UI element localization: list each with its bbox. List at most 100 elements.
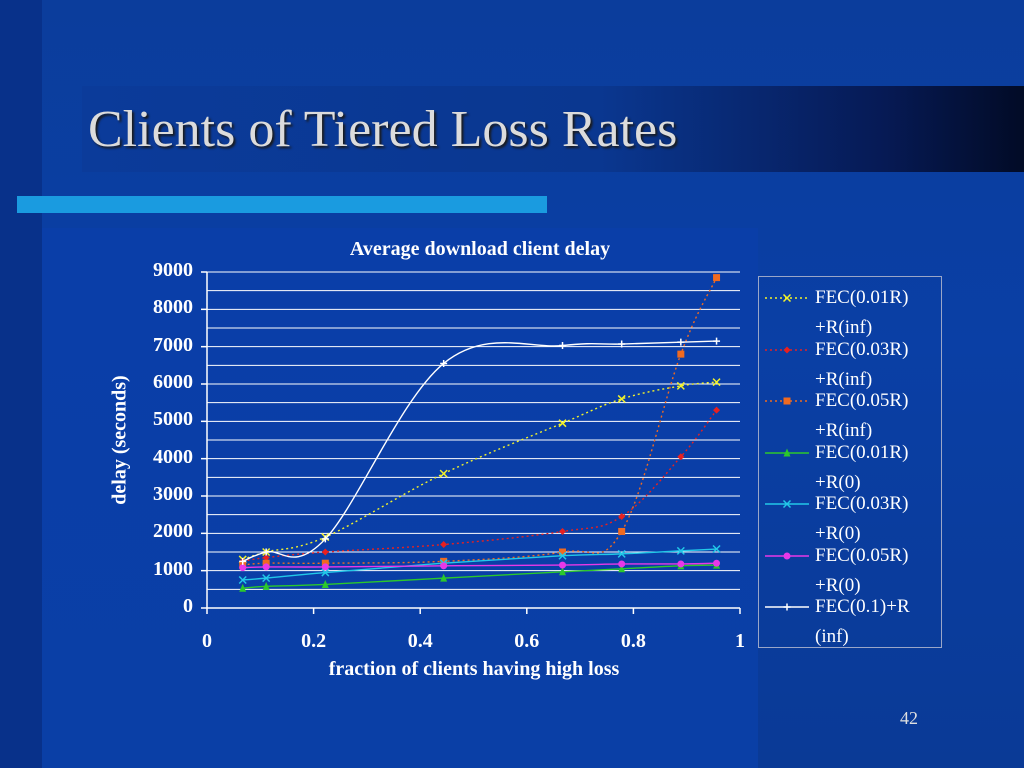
legend-swatch [765, 448, 809, 456]
series-2 [239, 406, 721, 565]
data-point [321, 548, 329, 556]
legend-label-line: FEC(0.03R) [815, 338, 909, 360]
x-tick-label: 0 [202, 630, 212, 652]
legend-label: FEC(0.05R) +R(inf) [815, 386, 943, 446]
legend-label-line: +R(0) [815, 471, 861, 493]
legend-item: FEC(0.01R) +R(inf) [759, 281, 943, 338]
data-point [440, 562, 448, 570]
series-line [242, 564, 717, 589]
x-axis-label: fraction of clients having high loss [328, 658, 620, 680]
data-point [321, 579, 329, 588]
gridlines [207, 271, 740, 590]
data-point [440, 557, 448, 565]
data-point [617, 549, 626, 558]
legend-item: FEC(0.1)+R (inf) [759, 590, 943, 647]
x-tick-label: 1 [735, 630, 745, 652]
legend-label-line: +R(inf) [815, 317, 873, 338]
data-point [618, 513, 626, 521]
legend-label-line: +R(inf) [815, 368, 873, 390]
data-point [559, 561, 567, 569]
data-point [440, 541, 448, 549]
data-point [712, 378, 721, 387]
chart-panel [42, 228, 758, 768]
series-line [242, 562, 717, 569]
data-point [676, 546, 685, 555]
data-point [262, 559, 270, 567]
data-point [618, 527, 626, 535]
data-point [321, 559, 329, 567]
y-tick-label: 2000 [153, 520, 193, 543]
chart-title: Average download client delay [349, 238, 611, 260]
data-point [262, 548, 270, 556]
series-line [242, 340, 717, 562]
data-point [239, 564, 247, 572]
data-point [558, 419, 567, 428]
data-point [321, 535, 329, 543]
data-point [618, 564, 626, 573]
series-1 [238, 378, 721, 564]
series-line [242, 277, 718, 566]
data-point [559, 527, 567, 535]
chart-legend: FEC(0.01R) +R(inf) FEC(0.03R) +R(inf) FEC(0.… [758, 276, 942, 648]
data-point [617, 394, 626, 403]
legend-label: FEC(0.05R) +R(0) [815, 541, 943, 601]
legend-marker [782, 293, 792, 303]
legend-item: FEC(0.05R) +R(inf) [759, 384, 943, 441]
y-tick-label: 9000 [153, 259, 193, 281]
legend-item: FEC(0.03R) +R(0) [759, 487, 943, 544]
data-point [677, 560, 685, 568]
page-number: 42 [900, 708, 918, 728]
x-tick-label: 0.8 [620, 630, 646, 652]
legend-label-line: FEC(0.1)+R [815, 596, 910, 617]
legend-swatch [765, 397, 809, 405]
data-point [559, 342, 567, 350]
data-point [321, 568, 330, 577]
data-point [618, 340, 626, 348]
data-point [559, 567, 567, 576]
legend-label-line: FEC(0.05R) [815, 390, 909, 411]
y-tick-label: 6000 [153, 371, 193, 393]
slide-title: Clients of Tiered Loss Rates [88, 101, 678, 158]
data-point [712, 544, 721, 554]
legend-label: FEC(0.01R) +R(0) [815, 438, 943, 498]
legend-swatch [765, 552, 809, 559]
legend-label: FEC(0.1)+R (inf) [815, 592, 943, 652]
legend-swatch [765, 499, 809, 509]
series-6 [239, 559, 721, 572]
data-point [713, 406, 721, 414]
data-point [262, 563, 270, 571]
legend-label-line: +R(0) [815, 523, 861, 544]
data-point [676, 381, 685, 390]
x-tick-label: 0.4 [407, 630, 433, 652]
data-point [440, 359, 448, 367]
legend-marker [782, 499, 792, 509]
accent-bar [17, 196, 547, 213]
legend-label: FEC(0.03R) +R(0) [815, 489, 943, 549]
series-7 [239, 337, 721, 565]
series-line [242, 548, 717, 581]
legend-item: FEC(0.05R) +R(0) [759, 539, 943, 596]
data-point [677, 350, 685, 358]
y-tick-label: 5000 [153, 408, 193, 431]
x-tick-label: 0.6 [514, 630, 540, 652]
y-tick-label: 0 [183, 595, 193, 617]
legend-marker [783, 603, 791, 611]
legend-item: FEC(0.03R) +R(inf) [759, 333, 943, 390]
legend-item: FEC(0.01R) +R(0) [759, 436, 943, 493]
legend-swatch [765, 293, 809, 303]
legend-marker [783, 397, 791, 405]
data-point [618, 560, 626, 568]
data-point [239, 557, 247, 565]
legend-label-line: +R(inf) [815, 420, 873, 441]
legend-label-line: FEC(0.01R) [815, 287, 909, 308]
data-point [677, 453, 685, 461]
legend-label-line: FEC(0.05R) [815, 544, 909, 566]
title-bar [82, 86, 1024, 172]
series-line [242, 409, 718, 563]
data-point [262, 574, 271, 583]
data-point [713, 274, 721, 282]
y-tick-label: 4000 [153, 445, 193, 468]
data-point [713, 559, 721, 567]
x-tick-label: 0.2 [301, 630, 327, 652]
